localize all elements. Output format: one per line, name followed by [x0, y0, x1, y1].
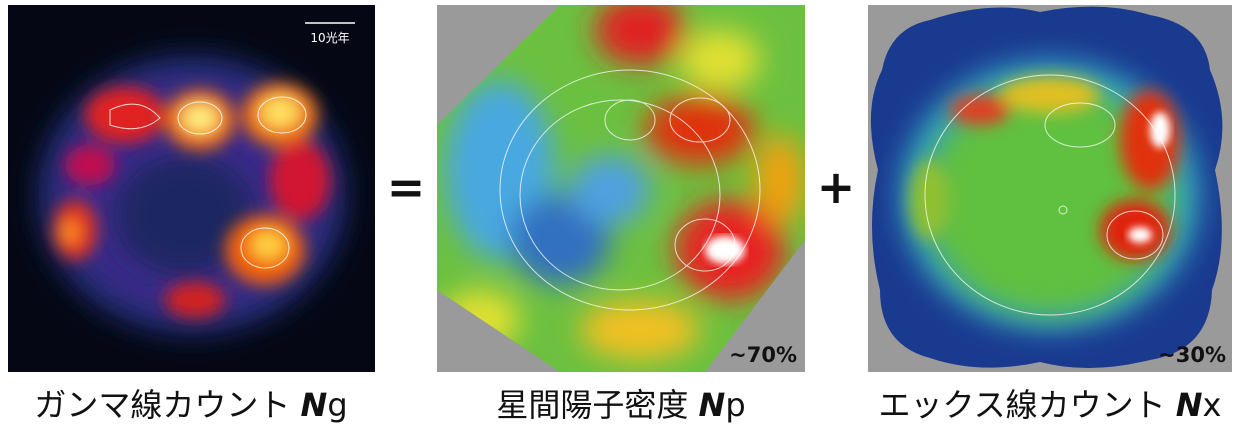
gamma-ray-image: 10光年: [8, 5, 375, 372]
caption-symbol: N: [1176, 386, 1203, 424]
caption-sub: p: [725, 386, 745, 424]
caption-text: エックス線カウント: [879, 386, 1166, 424]
proton-percent: ~70%: [729, 343, 797, 367]
caption-symbol: N: [301, 386, 328, 424]
figure: 10光年 = ~70% +: [0, 0, 1236, 429]
scale-bar-label: 10光年: [310, 31, 349, 45]
caption-text: 星間陽子密度: [496, 386, 688, 424]
caption: ガンマ線カウント Ng: [34, 386, 347, 424]
caption-symbol: N: [699, 386, 726, 424]
equals-sign: =: [387, 160, 426, 214]
xray-percent: ~30%: [1158, 343, 1226, 367]
caption-text: ガンマ線カウント: [34, 386, 290, 424]
plus-sign: +: [817, 160, 856, 214]
caption-sub: x: [1203, 386, 1222, 424]
xray-image: [860, 0, 1236, 380]
caption-sub: g: [327, 386, 347, 424]
caption: エックス線カウント Nx: [879, 386, 1222, 424]
caption: 星間陽子密度 Np: [496, 386, 745, 424]
